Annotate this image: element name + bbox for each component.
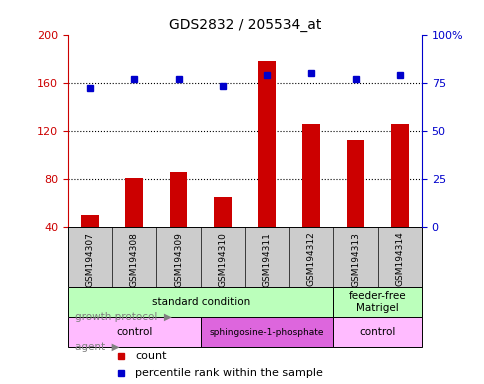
Text: control: control — [116, 327, 152, 337]
Bar — [169, 172, 187, 227]
Bar — [81, 215, 99, 227]
Text: agent  ▶: agent ▶ — [75, 342, 120, 352]
Bar — [213, 197, 231, 227]
Text: count: count — [135, 351, 166, 361]
Text: GSM194311: GSM194311 — [262, 232, 271, 286]
Text: control: control — [359, 327, 395, 337]
Bar — [333, 287, 421, 317]
Text: feeder-free
Matrigel: feeder-free Matrigel — [348, 291, 406, 313]
Text: standard condition: standard condition — [151, 297, 249, 307]
Bar — [68, 317, 200, 347]
Bar — [125, 178, 143, 227]
Bar — [302, 124, 319, 227]
Bar — [390, 124, 408, 227]
Text: growth protocol  ▶: growth protocol ▶ — [75, 312, 171, 322]
Bar — [257, 61, 275, 227]
Text: GSM194313: GSM194313 — [350, 232, 359, 286]
Text: GSM194309: GSM194309 — [174, 232, 182, 286]
Text: GSM194307: GSM194307 — [85, 232, 94, 286]
Text: GSM194308: GSM194308 — [130, 232, 138, 286]
Title: GDS2832 / 205534_at: GDS2832 / 205534_at — [168, 18, 320, 32]
Text: GSM194312: GSM194312 — [306, 232, 315, 286]
Text: GSM194310: GSM194310 — [218, 232, 227, 286]
Bar — [346, 140, 363, 227]
Bar — [333, 317, 421, 347]
Text: percentile rank within the sample: percentile rank within the sample — [135, 368, 322, 378]
Bar — [68, 287, 333, 317]
Text: GSM194314: GSM194314 — [394, 232, 404, 286]
Text: sphingosine-1-phosphate: sphingosine-1-phosphate — [210, 328, 324, 337]
Bar — [200, 317, 333, 347]
